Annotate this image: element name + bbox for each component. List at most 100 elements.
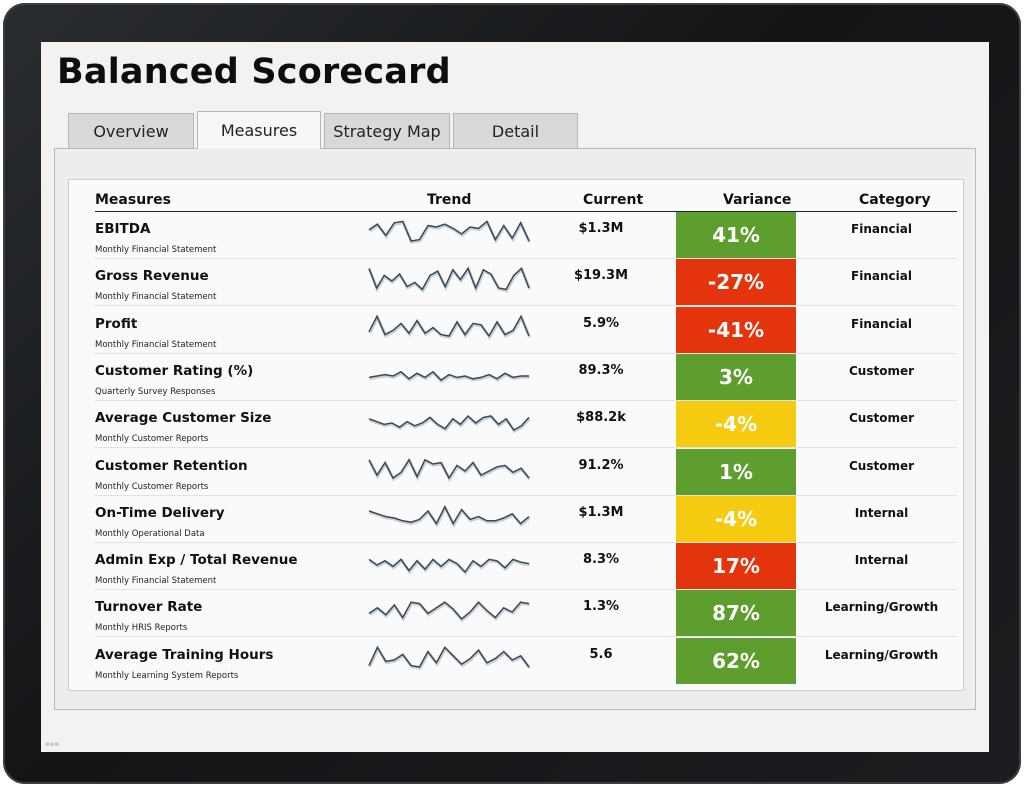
current-value: $1.3M bbox=[578, 504, 624, 520]
sparkline-line bbox=[368, 220, 530, 242]
current-value: 5.9% bbox=[582, 315, 620, 331]
scorecard-table: Measures Trend Current Variance Category… bbox=[68, 179, 964, 691]
variance-cell: 3% bbox=[676, 353, 796, 400]
current-value: $19.3M bbox=[573, 268, 629, 284]
measure-name: EBITDA bbox=[95, 221, 151, 237]
table-row[interactable]: Customer Retention Monthly Customer Repor… bbox=[69, 448, 965, 496]
row-divider bbox=[95, 541, 957, 543]
variance-cell: 41% bbox=[676, 212, 796, 258]
measure-name: On-Time Delivery bbox=[95, 504, 225, 521]
sparkline-line bbox=[368, 314, 530, 337]
trend-sparkline bbox=[368, 558, 530, 576]
trend-sparkline bbox=[368, 313, 531, 340]
sparkline-line bbox=[368, 504, 530, 525]
sparkline-line bbox=[368, 415, 530, 432]
table-row[interactable]: On-Time Delivery Monthly Operational Data… bbox=[69, 495, 965, 543]
category-label: Financial bbox=[851, 269, 912, 284]
measure-source: Monthly Learning System Reports bbox=[95, 670, 239, 681]
measure-name: Customer Rating (%) bbox=[95, 362, 254, 379]
trend-sparkline bbox=[368, 415, 531, 434]
header-category: Category bbox=[859, 192, 931, 208]
row-divider bbox=[95, 447, 957, 449]
row-divider bbox=[95, 352, 957, 354]
table-row[interactable]: Gross Revenue Monthly Financial Statement… bbox=[69, 259, 965, 307]
sparkline-shadow bbox=[368, 220, 531, 245]
category-label: Learning/Growth bbox=[824, 600, 939, 615]
measures-panel: Measures Trend Current Variance Category… bbox=[54, 148, 976, 710]
variance-cell: -41% bbox=[676, 306, 796, 353]
current-value: 5.6 bbox=[589, 646, 613, 662]
table-row[interactable]: EBITDA Monthly Financial Statement $1.3M 41… bbox=[69, 212, 965, 259]
variance-cell: 87% bbox=[676, 590, 796, 637]
sparkline-line bbox=[368, 645, 530, 668]
table-row[interactable]: Average Customer Size Monthly Customer Re… bbox=[69, 401, 965, 449]
measure-name: Profit bbox=[95, 315, 138, 332]
tab-measures[interactable]: Measures bbox=[197, 111, 321, 149]
page-title: Balanced Scorecard bbox=[57, 52, 451, 92]
header-current: Current bbox=[583, 192, 644, 208]
category-label: Customer bbox=[848, 411, 915, 426]
category-label: Learning/Growth bbox=[824, 647, 939, 662]
measure-source: Monthly Financial Statement bbox=[95, 339, 217, 350]
table-row[interactable]: Profit Monthly Financial Statement 5.9% -41… bbox=[69, 306, 965, 354]
current-value: 89.3% bbox=[578, 362, 624, 378]
trend-sparkline bbox=[368, 220, 531, 245]
row-divider bbox=[95, 636, 957, 638]
sparkline-shadow bbox=[368, 266, 531, 294]
header-divider bbox=[95, 211, 957, 212]
measure-source: Monthly Customer Reports bbox=[95, 434, 209, 445]
header-variance: Variance bbox=[723, 192, 792, 208]
row-divider bbox=[95, 589, 957, 591]
current-value: 8.3% bbox=[582, 552, 620, 568]
table-row[interactable]: Turnover Rate Monthly HRIS Reports 1.3% 87%… bbox=[69, 590, 965, 638]
category-label: Customer bbox=[848, 363, 915, 378]
current-value: $88.2k bbox=[576, 410, 626, 426]
measure-name: Turnover Rate bbox=[95, 599, 203, 616]
trend-sparkline bbox=[368, 457, 531, 482]
measure-name: Gross Revenue bbox=[95, 268, 209, 285]
measure-source: Monthly Financial Statement bbox=[95, 245, 217, 255]
sparkline-line bbox=[368, 558, 530, 574]
table-row[interactable]: Admin Exp / Total Revenue Monthly Financi… bbox=[69, 543, 965, 591]
trend-sparkline bbox=[368, 645, 531, 670]
sparkline-shadow bbox=[369, 370, 530, 384]
category-label: Financial bbox=[851, 222, 912, 236]
sparkline-shadow bbox=[368, 457, 531, 482]
category-label: Customer bbox=[848, 458, 915, 473]
trend-sparkline bbox=[368, 370, 530, 384]
row-divider bbox=[95, 399, 957, 401]
variance-cell: -4% bbox=[676, 401, 796, 448]
measure-source: Monthly Financial Statement bbox=[95, 292, 217, 303]
corner-watermark: ▪▪▪ bbox=[45, 740, 60, 748]
row-divider bbox=[95, 258, 957, 259]
row-divider bbox=[95, 305, 957, 307]
table-row[interactable]: Customer Rating (%) Quarterly Survey Resp… bbox=[69, 353, 965, 401]
screen: Balanced Scorecard Overview Measures Str… bbox=[41, 42, 989, 752]
tab-strategy-map[interactable]: Strategy Map bbox=[324, 113, 450, 148]
tab-overview[interactable]: Overview bbox=[68, 113, 194, 148]
tab-detail[interactable]: Detail bbox=[453, 113, 578, 148]
trend-sparkline bbox=[368, 601, 530, 623]
measure-name: Average Customer Size bbox=[95, 410, 272, 427]
measure-source: Quarterly Survey Responses bbox=[95, 386, 216, 397]
variance-cell: 1% bbox=[676, 448, 796, 495]
category-label: Internal bbox=[854, 505, 909, 520]
current-value: 91.2% bbox=[578, 457, 624, 473]
sparkline-line bbox=[368, 267, 530, 291]
measure-name: Admin Exp / Total Revenue bbox=[95, 552, 298, 569]
variance-cell: 62% bbox=[676, 637, 796, 684]
variance-cell: -4% bbox=[676, 495, 796, 542]
measure-name: Customer Retention bbox=[95, 457, 248, 474]
current-value: $1.3M bbox=[578, 221, 624, 236]
category-label: Internal bbox=[854, 553, 909, 568]
table-row[interactable]: Average Training Hours Monthly Learning S… bbox=[69, 637, 965, 685]
sparkline-line bbox=[368, 457, 530, 480]
category-label: Financial bbox=[851, 316, 912, 331]
trend-sparkline bbox=[368, 504, 531, 528]
variance-cell: -27% bbox=[676, 259, 796, 306]
tablet-frame: Balanced Scorecard Overview Measures Str… bbox=[3, 3, 1021, 784]
variance-cell: 17% bbox=[676, 543, 796, 590]
measure-source: Monthly Financial Statement bbox=[95, 576, 217, 587]
header-measures: Measures bbox=[95, 192, 171, 208]
trend-sparkline bbox=[368, 266, 531, 294]
